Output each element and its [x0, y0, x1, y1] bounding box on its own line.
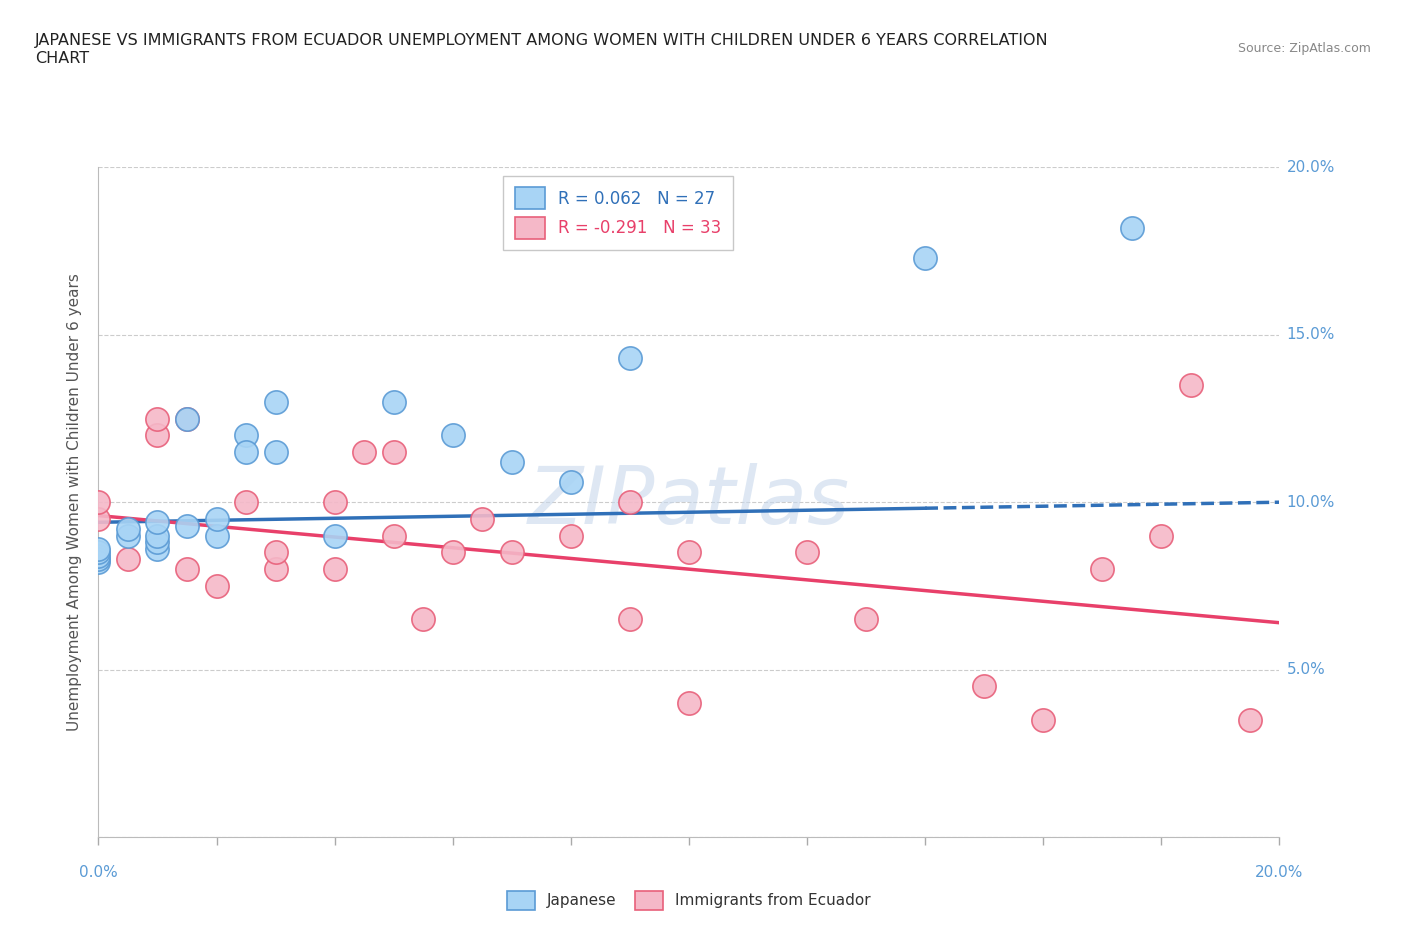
Point — [146, 428, 169, 443]
Point — [796, 545, 818, 560]
Point — [1180, 378, 1202, 392]
Point — [1091, 562, 1114, 577]
Point — [264, 545, 287, 560]
Point — [235, 495, 257, 510]
Text: 20.0%: 20.0% — [1286, 160, 1334, 175]
Point — [323, 528, 346, 543]
Point — [146, 528, 169, 543]
Point — [87, 549, 110, 564]
Point — [117, 551, 139, 566]
Legend: Japanese, Immigrants from Ecuador: Japanese, Immigrants from Ecuador — [502, 884, 876, 916]
Point — [205, 528, 228, 543]
Point — [678, 696, 700, 711]
Point — [87, 555, 110, 570]
Point — [87, 495, 110, 510]
Point — [1239, 712, 1261, 727]
Text: ZIPatlas: ZIPatlas — [527, 463, 851, 541]
Point — [441, 545, 464, 560]
Point — [382, 445, 405, 459]
Point — [146, 535, 169, 550]
Point — [855, 612, 877, 627]
Point — [973, 679, 995, 694]
Point — [146, 515, 169, 530]
Point — [441, 428, 464, 443]
Point — [264, 445, 287, 459]
Text: CHART: CHART — [35, 51, 89, 66]
Point — [501, 545, 523, 560]
Point — [914, 250, 936, 265]
Text: JAPANESE VS IMMIGRANTS FROM ECUADOR UNEMPLOYMENT AMONG WOMEN WITH CHILDREN UNDER: JAPANESE VS IMMIGRANTS FROM ECUADOR UNEM… — [35, 33, 1049, 47]
Text: Source: ZipAtlas.com: Source: ZipAtlas.com — [1237, 42, 1371, 55]
Point — [619, 612, 641, 627]
Point — [87, 545, 110, 560]
Point — [87, 512, 110, 526]
Point — [176, 411, 198, 426]
Point — [117, 522, 139, 537]
Point — [382, 394, 405, 409]
Point — [619, 351, 641, 365]
Text: 5.0%: 5.0% — [1286, 662, 1326, 677]
Point — [146, 411, 169, 426]
Point — [235, 428, 257, 443]
Point — [323, 495, 346, 510]
Point — [205, 512, 228, 526]
Y-axis label: Unemployment Among Women with Children Under 6 years: Unemployment Among Women with Children U… — [67, 273, 83, 731]
Point — [264, 562, 287, 577]
Text: 15.0%: 15.0% — [1286, 327, 1334, 342]
Point — [501, 455, 523, 470]
Point — [1121, 220, 1143, 235]
Point — [87, 541, 110, 556]
Point — [176, 411, 198, 426]
Point — [619, 495, 641, 510]
Point — [678, 545, 700, 560]
Point — [353, 445, 375, 459]
Point — [117, 528, 139, 543]
Point — [1150, 528, 1173, 543]
Point — [412, 612, 434, 627]
Point — [205, 578, 228, 593]
Point — [176, 518, 198, 533]
Point — [1032, 712, 1054, 727]
Point — [146, 541, 169, 556]
Point — [323, 562, 346, 577]
Point — [560, 474, 582, 489]
Point — [560, 528, 582, 543]
Point — [176, 562, 198, 577]
Point — [87, 551, 110, 566]
Point — [264, 394, 287, 409]
Point — [382, 528, 405, 543]
Text: 20.0%: 20.0% — [1256, 865, 1303, 880]
Text: 0.0%: 0.0% — [79, 865, 118, 880]
Point — [235, 445, 257, 459]
Text: 10.0%: 10.0% — [1286, 495, 1334, 510]
Point — [471, 512, 494, 526]
